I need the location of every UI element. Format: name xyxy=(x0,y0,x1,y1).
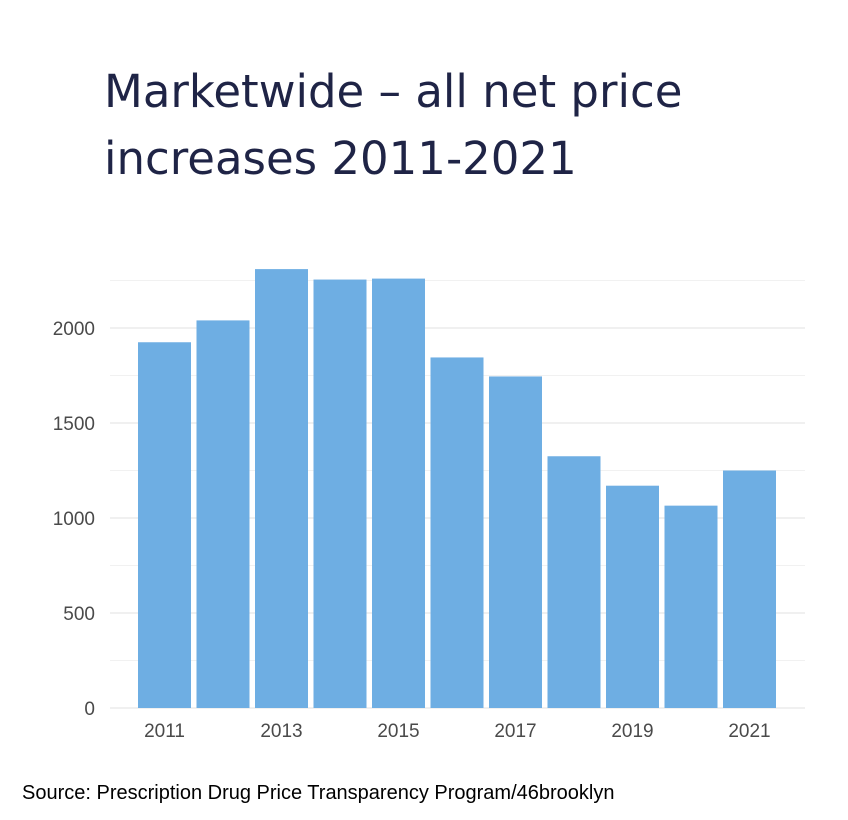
bar-2021 xyxy=(723,470,776,708)
bar-2017 xyxy=(489,376,542,708)
bar-2014 xyxy=(313,279,367,708)
bar-2019 xyxy=(606,485,659,708)
y-tick-label: 500 xyxy=(63,604,95,625)
x-tick-label: 2021 xyxy=(728,721,770,742)
x-axis-tick-labels: 2011 2013 2015 2017 2019 2021 xyxy=(144,721,771,742)
bar-2015 xyxy=(372,278,425,708)
x-tick-label: 2017 xyxy=(494,721,536,742)
y-tick-label: 0 xyxy=(84,699,95,720)
source-note: Source: Prescription Drug Price Transpar… xyxy=(22,782,615,804)
bar-2012 xyxy=(196,320,250,708)
x-tick-label: 2015 xyxy=(377,721,419,742)
chart-title-line-1: Marketwide – all net price xyxy=(104,65,683,118)
chart-title: Marketwide – all net price increases 201… xyxy=(104,58,824,192)
bar-2020 xyxy=(664,505,718,708)
y-tick-label: 1000 xyxy=(53,509,95,530)
bars xyxy=(138,269,776,708)
chart-title-line-2: increases 2011-2021 xyxy=(104,132,577,185)
bar-2013 xyxy=(255,269,308,708)
bar-2018 xyxy=(547,456,601,708)
bar-2011 xyxy=(138,342,191,708)
x-tick-label: 2011 xyxy=(144,721,185,742)
y-tick-label: 2000 xyxy=(53,319,95,340)
x-tick-label: 2013 xyxy=(260,721,302,742)
y-tick-label: 1500 xyxy=(53,414,95,435)
bar-chart: 0 500 1000 1500 2000 2011 2013 2015 2017 2019 202… xyxy=(53,269,805,742)
y-axis-tick-labels: 0 500 1000 1500 2000 xyxy=(53,319,95,720)
x-tick-label: 2019 xyxy=(611,721,653,742)
bar-2016 xyxy=(430,357,484,708)
